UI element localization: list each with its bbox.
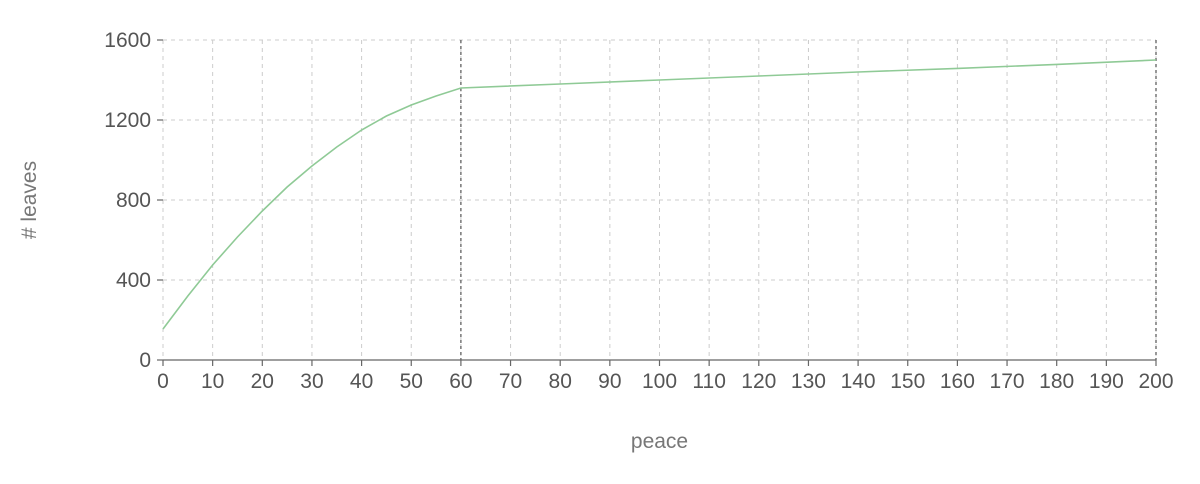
x-tick-label: 70 xyxy=(499,370,522,393)
x-tick-label: 160 xyxy=(940,370,975,393)
x-tick-label: 200 xyxy=(1138,370,1173,393)
x-tick-label: 10 xyxy=(201,370,224,393)
x-tick-label: 60 xyxy=(449,370,472,393)
y-axis-title: # leaves xyxy=(18,161,41,239)
x-tick-label: 20 xyxy=(251,370,274,393)
x-tick-label: 150 xyxy=(890,370,925,393)
x-tick-label: 90 xyxy=(598,370,621,393)
x-tick-label: 30 xyxy=(300,370,323,393)
x-tick-label: 50 xyxy=(400,370,423,393)
x-tick-label: 170 xyxy=(990,370,1025,393)
x-tick-labels: 0 10 20 30 40 50 60 70 80 90 100 110 120 130 140 150 160… xyxy=(157,360,1174,393)
series-layer xyxy=(162,59,1157,330)
grid xyxy=(162,39,1157,361)
x-tick-label: 130 xyxy=(791,370,826,393)
reference-lines xyxy=(460,40,1157,360)
y-tick-label: 1600 xyxy=(104,29,151,52)
x-tick-label: 120 xyxy=(741,370,776,393)
x-tick-label: 80 xyxy=(549,370,572,393)
series-line-0 xyxy=(162,59,1157,330)
y-tick-label: 400 xyxy=(116,269,151,292)
x-tick-label: 140 xyxy=(841,370,876,393)
x-tick-label: 40 xyxy=(350,370,373,393)
x-tick-label: 0 xyxy=(157,370,169,393)
y-tick-label: 1200 xyxy=(104,109,151,132)
x-tick-label: 180 xyxy=(1039,370,1074,393)
x-axis-title: peace xyxy=(631,430,688,453)
y-tick-label: 800 xyxy=(116,189,151,212)
x-tick-label: 100 xyxy=(642,370,677,393)
x-tick-label: 110 xyxy=(692,370,725,393)
y-tick-labels: 0 400 800 1200 1600 xyxy=(104,29,163,372)
x-tick-label: 190 xyxy=(1089,370,1124,393)
y-tick-label: 0 xyxy=(139,349,151,372)
